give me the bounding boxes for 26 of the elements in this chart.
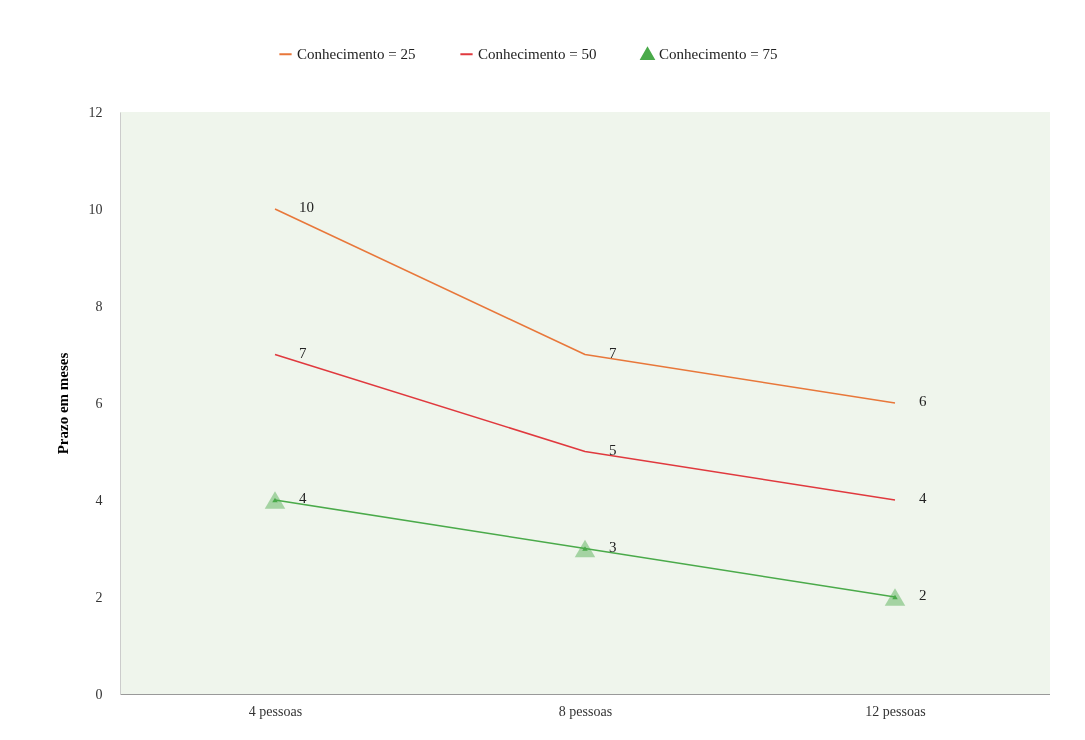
y-tick-label: 10: [88, 201, 103, 217]
data-label: 4: [299, 490, 307, 506]
y-tick-label: 4: [95, 492, 103, 508]
data-label: 6: [919, 393, 927, 409]
legend-label: Conhecimento = 75: [659, 45, 778, 62]
y-tick-label: 8: [95, 298, 103, 314]
y-tick-label: 2: [95, 589, 103, 605]
data-label: 2: [919, 587, 927, 603]
legend-label: Conhecimento = 25: [297, 46, 416, 63]
data-label: 7: [609, 344, 617, 361]
point: [574, 539, 596, 558]
x-tick-label: 8 pessoas: [558, 703, 613, 719]
data-label: 10: [299, 199, 314, 215]
y-axis-title: Prazo em meses: [54, 352, 71, 455]
y-tick-label: 6: [95, 395, 103, 411]
data-label: 3: [609, 538, 617, 555]
y-tick-label: 12: [88, 104, 103, 120]
x-tick-label: 12 pessoas: [865, 703, 926, 719]
point: [884, 588, 906, 606]
legend-label: Conhecimento = 50: [478, 46, 597, 63]
data-label: 5: [609, 441, 617, 458]
point: [264, 491, 286, 509]
data-label: 7: [299, 344, 307, 361]
x-tick-label: 4 pessoas: [248, 703, 303, 719]
y-tick-label: 0: [95, 686, 103, 702]
data-label: 4: [919, 490, 927, 506]
